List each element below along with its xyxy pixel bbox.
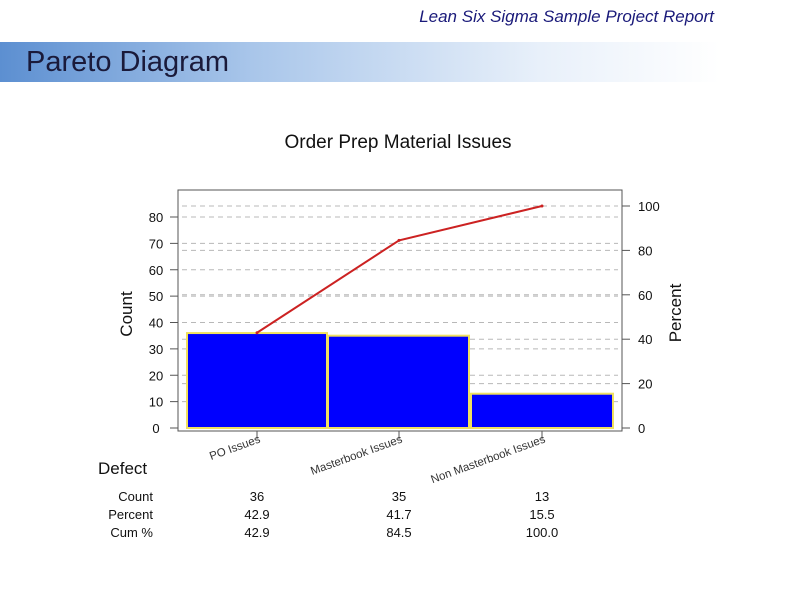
right-tick-label: 20 (638, 377, 652, 392)
left-tick-label: 80 (149, 210, 163, 225)
stats-table: Defect Count 36 35 13 Percent 42.9 41.7 15.5 Cum… (98, 459, 558, 540)
bar (327, 334, 470, 429)
left-tick-label: 70 (149, 236, 163, 251)
left-tick-label: 60 (149, 263, 163, 278)
plot-frame (177, 189, 623, 432)
title-bar (0, 42, 720, 82)
table-cell: 15.5 (529, 507, 554, 522)
report-title: Lean Six Sigma Sample Project Report (419, 7, 714, 26)
right-tick-label: 40 (638, 332, 652, 347)
left-tick-label: 30 (149, 342, 163, 357)
table-row-label: Cum % (110, 525, 153, 540)
right-axis: 0 20 40 60 80 100 (622, 199, 660, 436)
table-title: Defect (98, 459, 147, 478)
table-row-label: Count (118, 489, 153, 504)
table-cell: 84.5 (386, 525, 411, 540)
slide-title: Pareto Diagram (26, 46, 230, 78)
left-axis: 0 10 20 30 40 50 60 70 80 (149, 210, 178, 436)
right-tick-label: 60 (638, 288, 652, 303)
category-labels: PO Issues Masterbook Issues Non Masterbook… (208, 431, 547, 486)
left-tick-label: 50 (149, 289, 163, 304)
left-tick-label: 10 (149, 395, 163, 410)
y-axis-label: Count (117, 291, 136, 337)
right-tick-label: 100 (638, 199, 660, 214)
left-tick-label: 20 (149, 368, 163, 383)
left-tick-label: 40 (149, 316, 163, 331)
cumulative-point (255, 331, 259, 335)
table-cell: 35 (392, 489, 406, 504)
cumulative-point (397, 238, 401, 242)
table-row-label: Percent (108, 507, 153, 522)
table-cell: 42.9 (244, 525, 269, 540)
bar (186, 332, 328, 429)
header-band (0, 0, 720, 42)
bars-layer (186, 332, 614, 429)
category-label: Non Masterbook Issues (429, 433, 547, 486)
table-cell: 42.9 (244, 507, 269, 522)
category-label: Masterbook Issues (309, 433, 404, 477)
right-tick-label: 0 (638, 421, 645, 436)
bar (470, 392, 614, 429)
table-cell: 41.7 (386, 507, 411, 522)
left-tick-label: 0 (152, 421, 159, 436)
y-axis-right-label: Percent (666, 283, 685, 342)
table-cell: 13 (535, 489, 549, 504)
right-tick-label: 80 (638, 243, 652, 258)
table-cell: 100.0 (526, 525, 559, 540)
category-label: PO Issues (208, 433, 262, 463)
chart-title: Order Prep Material Issues (284, 132, 511, 153)
cumulative-point (540, 204, 544, 208)
cumulative-line-layer (255, 204, 544, 335)
table-cell: 36 (250, 489, 264, 504)
